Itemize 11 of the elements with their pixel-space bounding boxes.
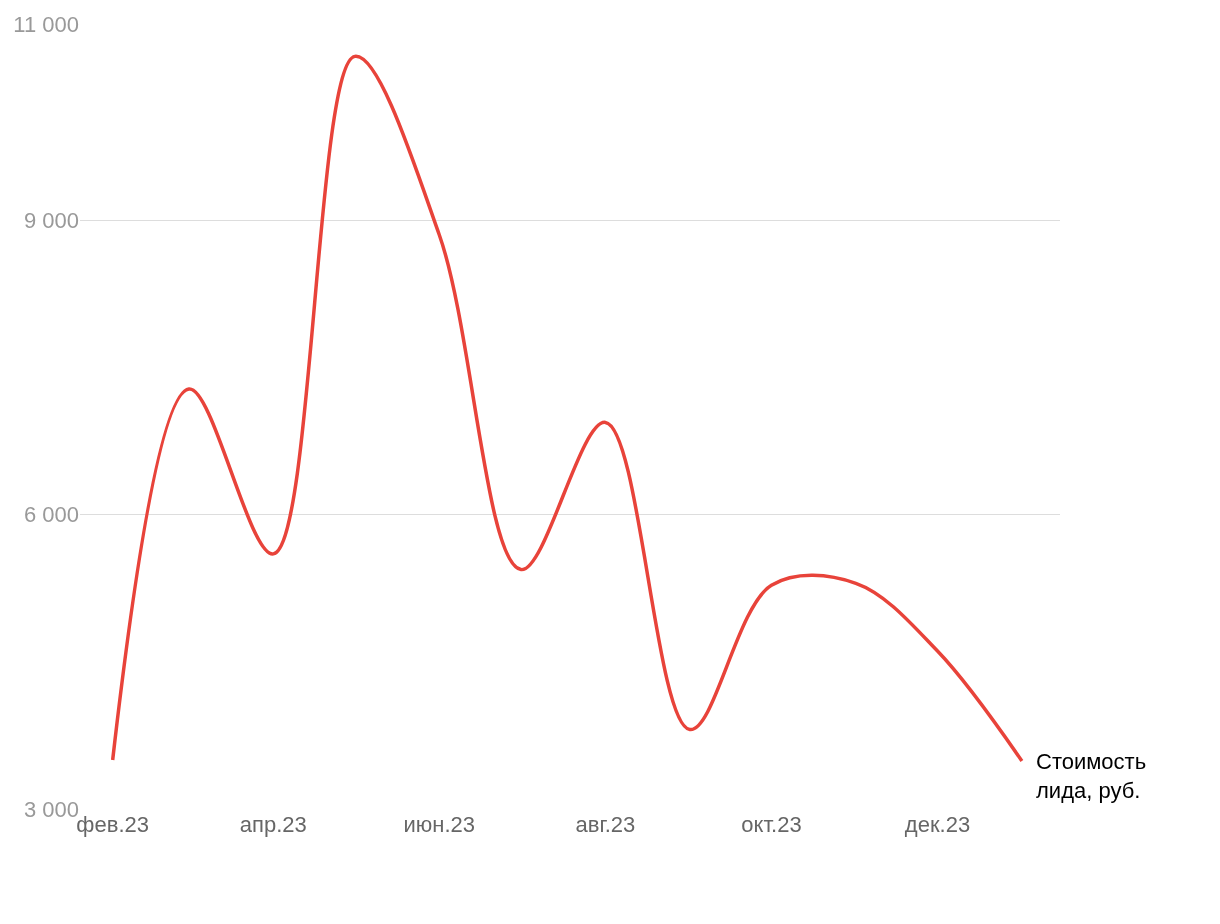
x-tick-label: окт.23 (741, 812, 802, 837)
series-label: Стоимость лида, руб. (1036, 749, 1147, 803)
y-tick-label: 6 000 (23, 502, 79, 528)
y-tick-label: 3 000 (23, 796, 79, 822)
x-tick-label: июн.23 (403, 812, 476, 837)
y-tick-label: 11 000 (13, 11, 79, 37)
x-tick-label: авг.23 (575, 812, 636, 837)
x-tick-label: дек.23 (904, 812, 971, 837)
line-series (110, 54, 1024, 763)
y-tick-label: 9 000 (23, 207, 79, 233)
x-tick-label: апр.23 (239, 812, 307, 837)
